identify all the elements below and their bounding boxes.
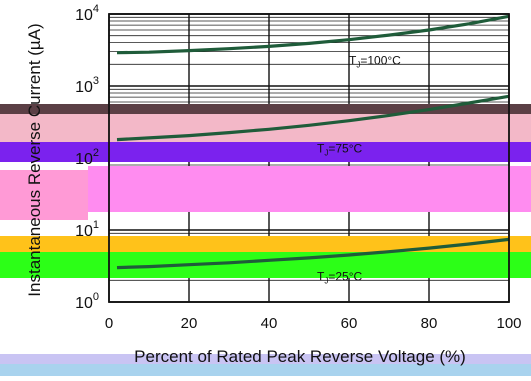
series-label: TJ=75°C (317, 141, 362, 157)
x-tick-label: 0 (105, 315, 113, 332)
color-band (88, 166, 531, 212)
series-label: TJ=25°C (317, 269, 362, 285)
x-tick-label: 60 (341, 315, 358, 332)
color-band (0, 170, 88, 220)
y-tick-label: 101 (75, 219, 99, 240)
y-tick-base: 10 (75, 295, 93, 312)
y-tick-label: 104 (75, 3, 99, 24)
overlay-bands (0, 104, 531, 376)
axis-labels: Instantaneous Reverse Current (µA) Perce… (25, 23, 466, 366)
x-tick-label: 80 (421, 315, 438, 332)
color-band (0, 236, 531, 252)
plot-frame (108, 13, 510, 303)
y-tick-exponent: 2 (93, 147, 99, 159)
series-layer: TJ=100°CTJ=75°CTJ=25°C (116, 14, 510, 285)
y-tick-exponent: 1 (93, 219, 99, 231)
y-tick-exponent: 0 (93, 291, 99, 303)
series-label-sub: J (356, 60, 360, 69)
series-label: TJ=100°C (349, 53, 401, 69)
color-band (0, 252, 531, 278)
series-line (116, 237, 510, 270)
series-label-main: T (349, 53, 357, 67)
y-tick-label: 103 (75, 75, 99, 96)
y-tick-label: 102 (75, 147, 99, 168)
y-axis-label: Instantaneous Reverse Current (µA) (25, 23, 44, 296)
series-line (116, 94, 510, 142)
y-tick-base: 10 (75, 223, 93, 240)
y-tick-base: 10 (75, 79, 93, 96)
color-band (0, 104, 531, 114)
y-tick-base: 10 (75, 7, 93, 24)
y-tick-label: 100 (75, 291, 99, 312)
series-label-main: T (317, 141, 325, 155)
x-tick-label: 100 (496, 315, 521, 332)
color-band (0, 364, 531, 376)
x-tick-label: 40 (261, 315, 278, 332)
series-label-rest: =25°C (328, 269, 362, 283)
x-tick-label: 20 (181, 315, 198, 332)
series-label-rest: =100°C (360, 53, 401, 67)
y-tick-base: 10 (75, 151, 93, 168)
y-tick-exponent: 4 (93, 3, 99, 15)
series-label-main: T (317, 269, 325, 283)
x-axis-label: Percent of Rated Peak Reverse Voltage (%… (134, 347, 466, 366)
plot-border (108, 13, 510, 303)
color-band (0, 142, 531, 162)
series-label-rest: =75°C (328, 141, 362, 155)
series-label-sub: J (324, 148, 328, 157)
series-label-sub: J (324, 276, 328, 285)
y-tick-exponent: 3 (93, 75, 99, 87)
series-line (116, 14, 510, 55)
color-band (0, 354, 531, 364)
